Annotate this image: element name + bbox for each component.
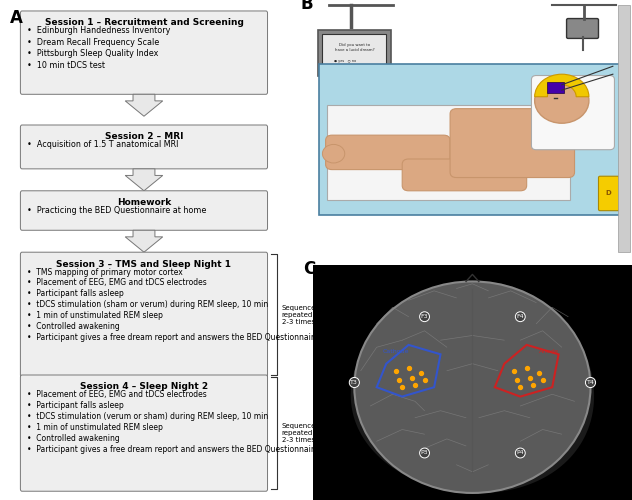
Point	[410, 381, 420, 389]
FancyBboxPatch shape	[20, 252, 267, 377]
Text: D: D	[606, 190, 612, 196]
Point	[391, 367, 401, 375]
Point	[525, 374, 535, 382]
Text: •  Edinburgh Handedness Inventory: • Edinburgh Handedness Inventory	[27, 26, 170, 36]
Point	[420, 376, 430, 384]
FancyBboxPatch shape	[322, 34, 386, 72]
Text: •  Controlled awakening: • Controlled awakening	[27, 434, 119, 443]
Text: •  Participant gives a free dream report and answers the BED Questionnaire: • Participant gives a free dream report …	[27, 332, 319, 342]
FancyBboxPatch shape	[566, 18, 599, 38]
Text: •  Placement of EEG, EMG and tDCS electrodes: • Placement of EEG, EMG and tDCS electro…	[27, 390, 207, 400]
Text: •  TMS mapping of primary motor cortex: • TMS mapping of primary motor cortex	[27, 268, 183, 276]
Text: Session 2 – MRI: Session 2 – MRI	[105, 132, 183, 141]
Text: •  Dream Recall Frequency Scale: • Dream Recall Frequency Scale	[27, 38, 159, 47]
Text: Session 1 – Recruitment and Screening: Session 1 – Recruitment and Screening	[44, 18, 243, 28]
Point	[515, 383, 525, 391]
Text: •  tDCS stimulation (sham or verum) during REM sleep, 10 min: • tDCS stimulation (sham or verum) durin…	[27, 300, 268, 309]
Text: •  Placement of EEG, EMG and tDCS electrodes: • Placement of EEG, EMG and tDCS electro…	[27, 278, 207, 287]
Text: T4: T4	[586, 380, 595, 385]
Polygon shape	[125, 169, 163, 191]
FancyBboxPatch shape	[20, 191, 267, 230]
FancyBboxPatch shape	[532, 76, 614, 150]
Ellipse shape	[355, 282, 590, 493]
Text: Cathode: Cathode	[382, 350, 409, 354]
Text: F3: F3	[421, 314, 428, 319]
Text: •  Participant gives a free dream report and answers the BED Questionnaire: • Participant gives a free dream report …	[27, 444, 319, 454]
Text: A: A	[9, 9, 22, 27]
Point	[397, 383, 407, 391]
Text: C: C	[303, 260, 315, 278]
Text: Anode: Anode	[539, 350, 559, 354]
FancyBboxPatch shape	[599, 176, 619, 210]
Circle shape	[535, 78, 589, 123]
Text: •  10 min tDCS test: • 10 min tDCS test	[27, 60, 105, 70]
Point	[509, 367, 519, 375]
Point	[407, 374, 417, 382]
Text: •  1 min of unstimulated REM sleep: • 1 min of unstimulated REM sleep	[27, 311, 162, 320]
FancyBboxPatch shape	[547, 82, 564, 94]
FancyBboxPatch shape	[20, 125, 267, 169]
FancyBboxPatch shape	[450, 108, 574, 178]
FancyBboxPatch shape	[20, 11, 267, 94]
Text: B: B	[300, 0, 313, 12]
Text: •  1 min of unstimulated REM sleep: • 1 min of unstimulated REM sleep	[27, 423, 162, 432]
Text: Homework: Homework	[117, 198, 171, 207]
Point	[416, 369, 427, 377]
Text: •  Pittsburgh Sleep Quality Index: • Pittsburgh Sleep Quality Index	[27, 49, 158, 58]
FancyBboxPatch shape	[20, 375, 267, 491]
Text: Sequence
repeated
2-3 times: Sequence repeated 2-3 times	[282, 304, 316, 324]
Text: F4: F4	[516, 314, 524, 319]
FancyBboxPatch shape	[319, 64, 623, 214]
Point	[535, 369, 545, 377]
Text: Session 4 – Sleep Night 2: Session 4 – Sleep Night 2	[80, 382, 208, 392]
Polygon shape	[125, 230, 163, 252]
FancyBboxPatch shape	[327, 104, 570, 200]
Point	[521, 364, 532, 372]
Point	[512, 376, 522, 384]
Text: T3: T3	[350, 380, 358, 385]
Text: Did you want to
have a lucid dream?: Did you want to have a lucid dream?	[334, 44, 374, 52]
FancyBboxPatch shape	[617, 6, 630, 252]
Text: •  Practicing the BED Questionnaire at home: • Practicing the BED Questionnaire at ho…	[27, 206, 206, 215]
FancyBboxPatch shape	[313, 265, 632, 500]
Wedge shape	[535, 74, 589, 96]
Point	[394, 376, 404, 384]
Polygon shape	[351, 282, 594, 493]
Text: Sequence
repeated
2-3 times: Sequence repeated 2-3 times	[282, 423, 316, 443]
Point	[528, 381, 538, 389]
Polygon shape	[125, 377, 163, 399]
Text: P4: P4	[516, 450, 524, 456]
Point	[538, 376, 548, 384]
FancyBboxPatch shape	[318, 30, 391, 76]
Point	[403, 364, 413, 372]
Text: •  Participant falls asleep: • Participant falls asleep	[27, 290, 123, 298]
Polygon shape	[125, 94, 163, 116]
Text: P3: P3	[421, 450, 428, 456]
Text: •  tDCS stimulation (verum or sham) during REM sleep, 10 min: • tDCS stimulation (verum or sham) durin…	[27, 412, 268, 421]
Text: •  Controlled awakening: • Controlled awakening	[27, 322, 119, 331]
Text: ● yes   ○ no: ● yes ○ no	[334, 59, 356, 63]
FancyBboxPatch shape	[402, 159, 526, 191]
Text: Session 3 – TMS and Sleep Night 1: Session 3 – TMS and Sleep Night 1	[56, 260, 231, 268]
Text: •  Participant falls asleep: • Participant falls asleep	[27, 401, 123, 410]
Text: •  Acquisition of 1.5 T anatomical MRI: • Acquisition of 1.5 T anatomical MRI	[27, 140, 178, 149]
Circle shape	[322, 144, 345, 163]
FancyBboxPatch shape	[325, 135, 450, 170]
